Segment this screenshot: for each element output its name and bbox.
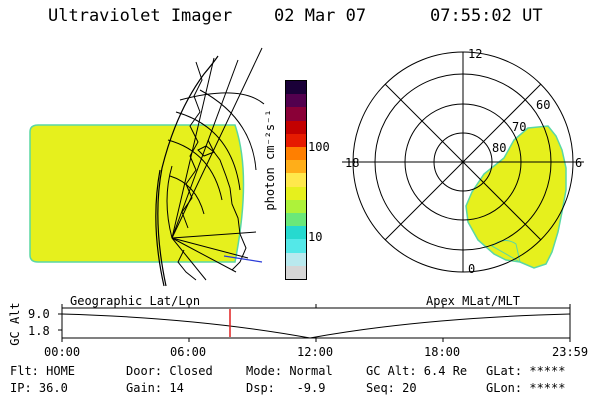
colorbar-segment (286, 226, 306, 240)
lat-label-60: 60 (536, 98, 551, 112)
time-tick-2359: 23:59 (552, 345, 589, 359)
colorbar-segment (286, 252, 306, 266)
colorbar-tick-100: 100 (308, 140, 330, 154)
polar-diagonal-b (384, 83, 542, 241)
timeline-tick-high: 9.0 (28, 307, 50, 321)
colorbar-segment (286, 212, 306, 227)
geo-grid-lines (166, 47, 265, 281)
geographic-label: Geographic Lat/Lon (70, 294, 201, 308)
colorbar-segment (286, 81, 306, 95)
polar-label: Apex MLat/MLT (426, 294, 520, 308)
info-glat: GLat: ***** (486, 364, 566, 378)
info-ip: IP: 36.0 (10, 381, 68, 395)
colorbar-segment (286, 133, 306, 147)
info-gain: Gain: 14 (126, 381, 184, 395)
info-flight: Flt: HOME (10, 364, 76, 378)
mlt-label-bottom: 0 (468, 262, 476, 276)
time-tick-1800: 18:00 (424, 345, 461, 359)
time-tick-0600: 06:00 (170, 345, 207, 359)
colorbar-segment (286, 186, 306, 200)
info-door: Door: Closed (126, 364, 213, 378)
lat-label-70: 70 (512, 120, 527, 134)
timeline-frame (61, 307, 571, 339)
mlt-label-left: 18 (345, 156, 360, 170)
time-display: 07:55:02 UT (430, 6, 543, 26)
colorbar-segment (286, 173, 306, 187)
timeline-tick-low: 1.8 (28, 324, 50, 338)
coastlines (177, 61, 247, 281)
info-dsp: Dsp: -9.9 (246, 381, 326, 395)
colorbar-segment (286, 265, 306, 279)
colorbar-segment (286, 107, 306, 121)
colorbar-segment (286, 146, 306, 161)
date-display: 02 Mar 07 (274, 6, 367, 26)
mlt-label-right: 6 (575, 156, 583, 170)
satellite-track (155, 55, 219, 287)
colorbar-segment (286, 239, 306, 253)
colorbar-segment (286, 199, 306, 213)
info-gc-alt: GC Alt: 6.4 Re (366, 364, 468, 378)
lat-label-80: 80 (492, 141, 507, 155)
terminator-line (223, 255, 263, 263)
info-glon: GLon: ***** (486, 381, 566, 395)
time-tick-0000: 00:00 (44, 345, 81, 359)
altitude-curve (61, 313, 571, 339)
time-tick-1200: 12:00 (297, 345, 334, 359)
info-seq: Seq: 20 (366, 381, 417, 395)
colorbar-tick-10: 10 (308, 230, 323, 244)
timeline-axis-label: GC Alt (8, 302, 22, 346)
colorbar-segment (286, 160, 306, 174)
mlt-label-top: 12 (468, 47, 483, 61)
app-title: Ultraviolet Imager (48, 6, 233, 26)
colorbar-segment (286, 120, 306, 134)
info-mode: Mode: Normal (246, 364, 333, 378)
colorbar (285, 80, 307, 280)
colorbar-segment (286, 94, 306, 108)
